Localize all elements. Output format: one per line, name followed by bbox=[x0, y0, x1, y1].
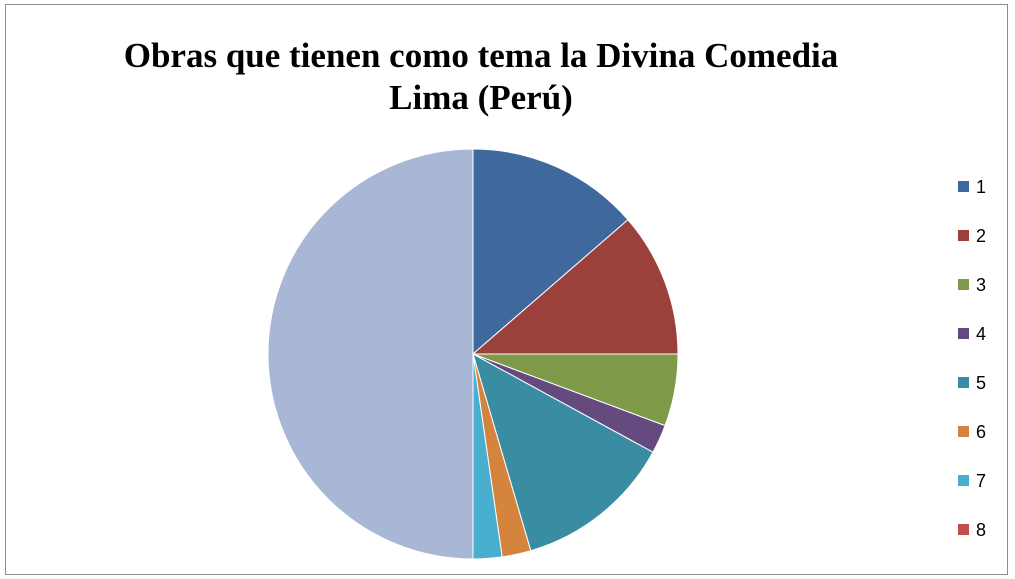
legend-item-4: 4 bbox=[958, 322, 1015, 346]
legend-label-1: 1 bbox=[976, 177, 987, 197]
legend-swatch-8 bbox=[958, 524, 969, 535]
legend-label-2: 2 bbox=[976, 226, 987, 246]
pie-slice-5 bbox=[472, 352, 654, 552]
legend-label-4: 4 bbox=[976, 324, 987, 344]
chart-title-line-1: Obras que tienen como tema la Divina Com… bbox=[123, 36, 839, 75]
pie-slice-1 bbox=[472, 148, 629, 356]
pie-slice-2 bbox=[471, 219, 679, 355]
chart-title-line-2: Lima (Perú) bbox=[389, 78, 573, 117]
legend-label-6: 6 bbox=[976, 422, 987, 442]
legend-item-8: 8 bbox=[958, 518, 1015, 542]
chart-title: Obras que tienen como tema la Divina Com… bbox=[6, 35, 956, 119]
legend-label-3: 3 bbox=[976, 275, 987, 295]
legend-item-6: 6 bbox=[958, 420, 1015, 444]
legend-swatch-5 bbox=[958, 377, 969, 388]
legend-swatch-2 bbox=[958, 230, 969, 241]
legend-swatch-1 bbox=[958, 181, 969, 192]
legend-item-7: 7 bbox=[958, 469, 1015, 493]
chart-area: Obras que tienen como tema la Divina Com… bbox=[5, 4, 1008, 575]
legend-swatch-4 bbox=[958, 328, 969, 339]
legend-label-8: 8 bbox=[976, 520, 987, 540]
legend-item-1: 1 bbox=[958, 175, 1015, 199]
legend-label-5: 5 bbox=[976, 373, 987, 393]
legend-label-7: 7 bbox=[976, 471, 987, 491]
legend-item-5: 5 bbox=[958, 371, 1015, 395]
legend-item-3: 3 bbox=[958, 273, 1015, 297]
legend-item-2: 2 bbox=[958, 224, 1015, 248]
pie-slice-unlabeled bbox=[267, 148, 474, 560]
legend-swatch-7 bbox=[958, 475, 969, 486]
legend-swatch-3 bbox=[958, 279, 969, 290]
legend-swatch-6 bbox=[958, 426, 969, 437]
pie-chart bbox=[267, 148, 679, 560]
